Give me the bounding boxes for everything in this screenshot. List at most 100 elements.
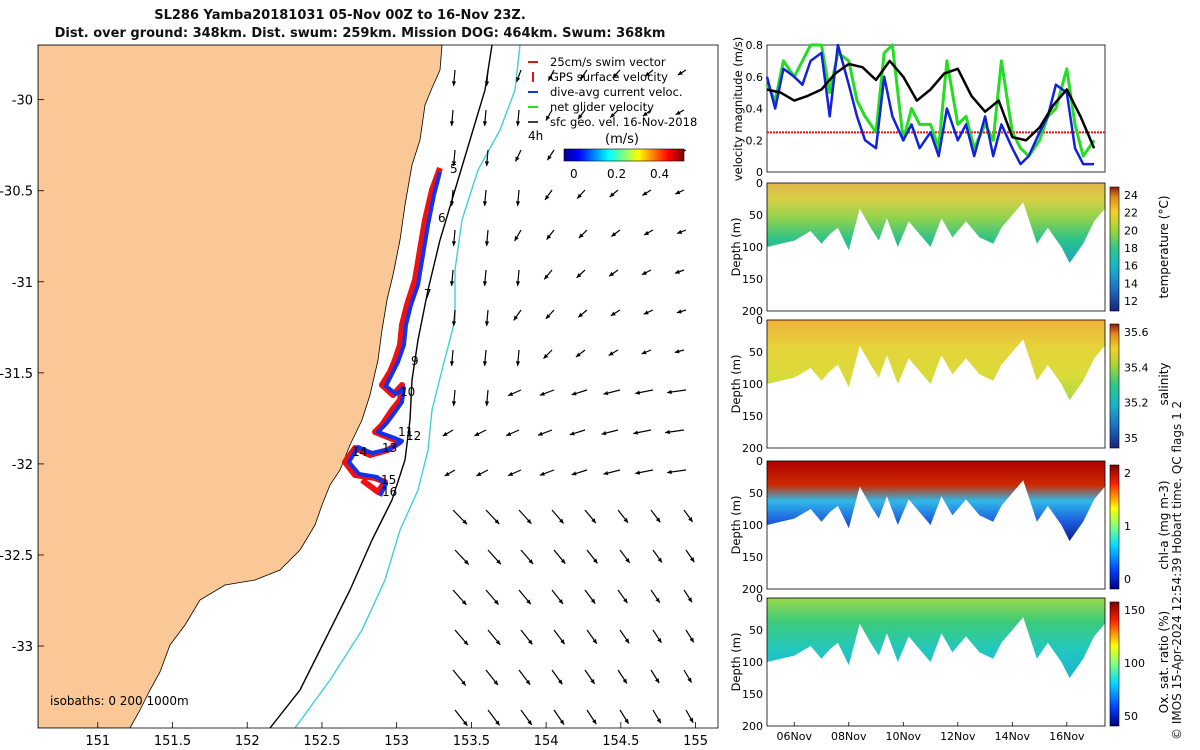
velocity-arrow (553, 629, 566, 645)
velocity-arrow (551, 669, 563, 685)
date-tick-label: 12Nov (940, 730, 976, 743)
velocity-arrow (484, 229, 490, 246)
colorbar-tick-label: 24 (1124, 189, 1138, 202)
colorbar-tick-label: 1 (1124, 520, 1131, 533)
velocity-arrow (551, 509, 565, 524)
depth-tick-label: 150 (742, 551, 763, 564)
map-colorbar: 0 0.2 0.4 (563, 148, 685, 181)
velocity-arrow (476, 469, 489, 477)
svg-text:13: 13 (382, 441, 397, 455)
colorbar-tick-label: 2 (1124, 467, 1131, 480)
depth-tick-label: 200 (742, 720, 763, 733)
velocity-arrow (576, 189, 586, 199)
depth-tick-label: 0 (756, 314, 763, 327)
map-lat-tick-labels: -30 -30.5 -31 -31.5 -32 -32.5 -33 (0, 94, 44, 655)
velocity-arrow (537, 429, 553, 436)
colorbar-tick-label: 22 (1124, 207, 1138, 220)
depth-tick-label: 200 (742, 442, 763, 455)
velocity-arrow (452, 509, 468, 525)
velocity-arrow (652, 629, 662, 644)
depth-tick-label: 50 (749, 346, 763, 359)
depth-tick-label: 100 (742, 656, 763, 669)
velocity-arrow (545, 109, 553, 121)
velocity-arrow (454, 709, 468, 727)
velocity-arrow (454, 549, 470, 565)
velocity-arrow (586, 629, 598, 645)
velocity-arrow (683, 509, 694, 523)
velocity-arrow (644, 69, 654, 77)
velocity-arrow (609, 189, 619, 198)
velocity-ytick-label: 0.4 (746, 103, 764, 116)
lat-tick-label: -31 (12, 276, 33, 291)
velocity-arrow (515, 109, 521, 126)
lon-tick-label: 153.5 (453, 734, 490, 749)
colorbar (1109, 601, 1120, 727)
chart-title-line1: SL286 Yamba20181031 05-Nov 00Z to 16-Nov… (154, 8, 526, 23)
velocity-arrow (449, 109, 455, 126)
colorbar-label: Ox. sat. ratio (%) (1157, 611, 1171, 713)
colorbar (1109, 186, 1120, 312)
lat-tick-label: -30.5 (0, 185, 33, 200)
depth-tick-label: 150 (742, 273, 763, 286)
depth-tick-label: 0 (756, 592, 763, 605)
velocity-arrow (551, 589, 564, 605)
velocity-arrow (484, 309, 490, 326)
colorbar-tick-label: 150 (1124, 604, 1145, 617)
velocity-arrow (484, 69, 490, 86)
oxygen-section-fill (767, 598, 1105, 678)
svg-text:4h: 4h (528, 129, 543, 143)
lon-tick-label: 154.5 (602, 734, 639, 749)
series-line-green (765, 43, 1096, 158)
lon-tick-label: 152 (235, 734, 260, 749)
velocity-arrow (451, 309, 457, 326)
lon-tick-label: 152.5 (303, 734, 340, 749)
velocity-arrow (516, 69, 522, 83)
velocity-arrow (650, 669, 660, 684)
velocity-arrow (451, 69, 457, 86)
velocity-arrow (683, 589, 693, 603)
velocity-arrow (666, 469, 687, 475)
velocity-arrow (515, 189, 521, 206)
map-lon-tick-labels: 151 151.5 152 152.5 153 153.5 154 154.5 155 (85, 722, 708, 749)
velocity-arrow (451, 149, 457, 166)
oxygen-section-panel: 0 50 100 150 200 Depth (m) 50 100 150 Ox. sat. ra… (729, 592, 1171, 743)
lon-tick-label: 154 (534, 734, 559, 749)
legend-swim-vector: 25cm/s swim vector (550, 55, 666, 69)
velocity-arrow (482, 269, 488, 286)
colorbar-tick-label: 35.4 (1124, 361, 1149, 374)
depth-tick-label: 0 (756, 455, 763, 468)
velocity-arrow (487, 549, 502, 565)
velocity-arrow (650, 589, 661, 604)
velocity-arrow (518, 589, 532, 605)
svg-text:6: 6 (438, 211, 446, 225)
map-panel: 4h 5 6 7 9 10 11 12 13 14 15 16 25cm/s s… (0, 44, 719, 749)
lon-tick-label: 151.5 (154, 734, 191, 749)
velocity-arrow (584, 509, 597, 524)
lat-tick-label: -31.5 (0, 367, 33, 382)
velocity-arrow (571, 389, 588, 396)
velocity-arrow (641, 349, 652, 355)
velocity-arrow (635, 389, 654, 395)
map-legend: 25cm/s swim vector GPS surface velocity … (528, 55, 697, 147)
velocity-arrow (482, 349, 488, 366)
velocity-arrow (652, 549, 663, 563)
velocity-arrow (619, 629, 630, 644)
isobath-1000 (294, 45, 521, 728)
velocity-arrow (454, 629, 469, 646)
lat-tick-label: -32 (12, 458, 33, 473)
velocity-arrow (484, 389, 490, 406)
series-line-black (766, 59, 1096, 149)
velocity-arrow (642, 189, 652, 196)
time-labels: 4h 5 6 7 9 10 11 12 13 14 15 16 (352, 129, 543, 499)
velocity-arrow (546, 149, 555, 161)
velocity-arrow (518, 509, 532, 525)
salinity-section-panel: 0 50 100 150 200 Depth (m) 35 35.2 35.4 35.6 salin… (729, 314, 1171, 455)
velocity-arrow (544, 189, 553, 201)
velocity-arrow (514, 229, 522, 242)
velocity-arrow (609, 109, 619, 119)
chart-title-line2: Dist. over ground: 348km. Dist. swum: 25… (54, 26, 666, 41)
velocity-arrow (586, 709, 597, 725)
depth-tick-label: 200 (742, 583, 763, 596)
colorbar-tick-label: 50 (1124, 710, 1138, 723)
velocity-arrow (685, 709, 694, 724)
